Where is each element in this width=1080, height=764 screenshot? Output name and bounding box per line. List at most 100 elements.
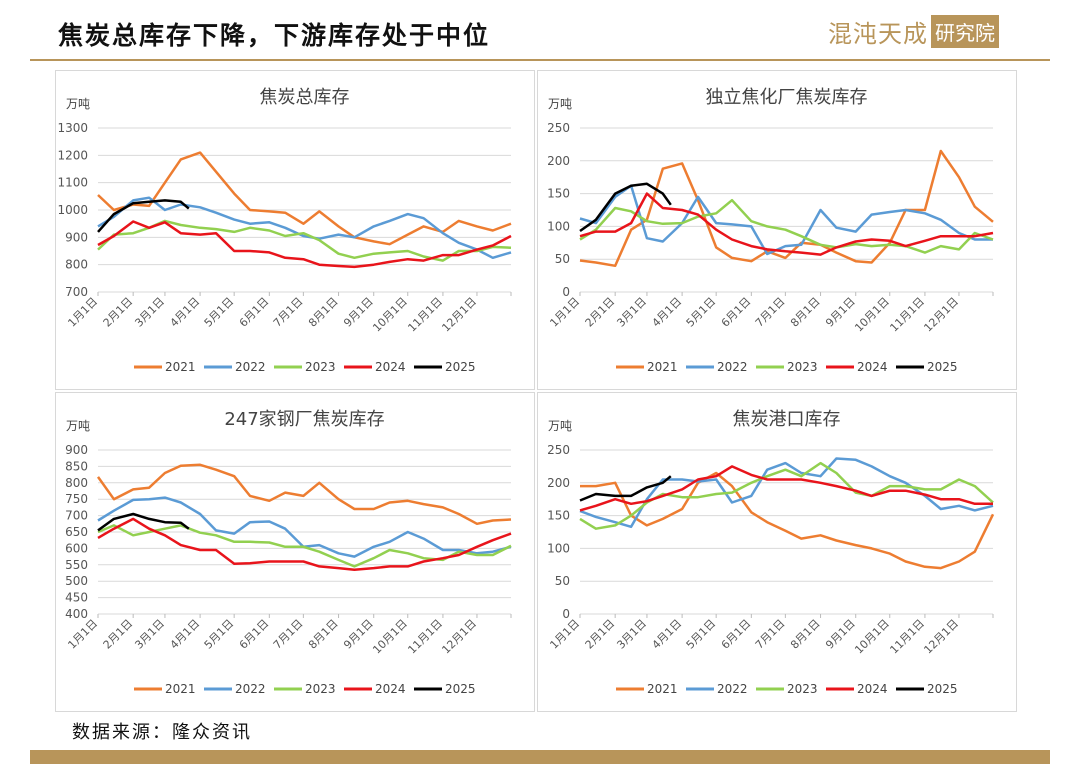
data-source: 数据来源：隆众资讯 bbox=[72, 722, 252, 743]
legend-label: 2025 bbox=[445, 682, 476, 696]
x-tick-label: 4月1日 bbox=[650, 617, 685, 652]
series-line-2024 bbox=[97, 220, 512, 269]
y-tick-label: 150 bbox=[547, 187, 570, 201]
chart-steel-mill: 247家钢厂焦炭库存 万吨 400 450 500 550 600 650 700 750 800 8… bbox=[65, 409, 512, 696]
chart-title: 焦炭港口库存 bbox=[733, 409, 841, 430]
legend-label: 2025 bbox=[927, 360, 958, 374]
series-line-2021 bbox=[96, 463, 512, 526]
series-line-2025 bbox=[97, 512, 190, 532]
x-tick-label: 11月1日 bbox=[887, 295, 927, 335]
chart-panel-port: 焦炭港口库存 万吨 0 50 100 150 200 250 1月1日 2月1日 3月1日 4月1日 5… bbox=[537, 392, 1017, 712]
y-tick-label: 150 bbox=[547, 509, 570, 523]
y-tick-label: 800 bbox=[65, 258, 88, 272]
x-tick-label: 7月1日 bbox=[271, 295, 306, 330]
x-tick-label: 1月1日 bbox=[65, 295, 100, 330]
x-tick-label: 11月1日 bbox=[405, 295, 445, 335]
legend-label: 2022 bbox=[235, 360, 266, 374]
y-tick-label: 1100 bbox=[57, 176, 88, 190]
y-tick-label: 700 bbox=[65, 285, 88, 299]
legend-label: 2024 bbox=[857, 360, 888, 374]
legend-label: 2022 bbox=[717, 360, 748, 374]
x-tick-label: 10月1日 bbox=[852, 295, 892, 335]
chart-panel-total: 焦炭总库存 万吨 700 800 900 1000 1100 1200 1300 1月1日 2月1日… bbox=[55, 70, 535, 390]
y-tick-label: 200 bbox=[547, 476, 570, 490]
legend-label: 2021 bbox=[647, 360, 678, 374]
legend-label: 2024 bbox=[375, 682, 406, 696]
y-tick-label: 50 bbox=[555, 252, 570, 266]
x-tick-label: 12月1日 bbox=[439, 295, 479, 335]
x-tick-label: 1月1日 bbox=[547, 295, 582, 330]
legend-label: 2023 bbox=[787, 360, 818, 374]
x-tick-label: 4月1日 bbox=[168, 617, 203, 652]
y-tick-label: 600 bbox=[65, 541, 88, 555]
x-tick-label: 3月1日 bbox=[132, 295, 167, 330]
y-tick-label: 1300 bbox=[57, 121, 88, 135]
page-title: 焦炭总库存下降，下游库存处于中位 bbox=[58, 21, 491, 50]
x-tick-label: 12月1日 bbox=[921, 295, 961, 335]
x-tick-label: 5月1日 bbox=[202, 295, 237, 330]
series-line-2022 bbox=[97, 196, 512, 260]
x-tick-label: 3月1日 bbox=[614, 617, 649, 652]
x-tick-label: 3月1日 bbox=[614, 295, 649, 330]
brand-logo: 混沌天成 研究院 bbox=[828, 14, 999, 49]
chart-panel-coking-plant: 独立焦化厂焦炭库存 万吨 0 50 100 150 200 250 1月1日 2月1日 3月1日 4月… bbox=[537, 70, 1017, 390]
y-tick-label: 1000 bbox=[57, 203, 88, 217]
logo-badge: 研究院 bbox=[931, 15, 999, 48]
y-tick-label: 550 bbox=[65, 558, 88, 572]
series-line-2025 bbox=[579, 475, 672, 502]
x-tick-label: 10月1日 bbox=[370, 295, 410, 335]
x-tick-label: 7月1日 bbox=[753, 295, 788, 330]
legend-label: 2023 bbox=[305, 682, 336, 696]
x-tick-label: 7月1日 bbox=[753, 617, 788, 652]
y-axis-unit: 万吨 bbox=[66, 97, 90, 111]
legend-label: 2024 bbox=[375, 360, 406, 374]
chart-total: 焦炭总库存 万吨 700 800 900 1000 1100 1200 1300 1月1日 2月1日… bbox=[57, 87, 512, 374]
series-line-2023 bbox=[579, 461, 994, 530]
footer-bar bbox=[30, 750, 1050, 764]
x-tick-label: 4月1日 bbox=[650, 295, 685, 330]
chart-panel-steel-mill: 247家钢厂焦炭库存 万吨 400 450 500 550 600 650 700 750 800 8… bbox=[55, 392, 535, 712]
y-tick-label: 200 bbox=[547, 154, 570, 168]
legend-label: 2021 bbox=[647, 682, 678, 696]
x-tick-label: 1月1日 bbox=[65, 617, 100, 652]
y-axis-unit: 万吨 bbox=[66, 419, 90, 433]
y-tick-label: 900 bbox=[65, 443, 88, 457]
legend-label: 2025 bbox=[927, 682, 958, 696]
chart-title: 247家钢厂焦炭库存 bbox=[224, 409, 384, 430]
x-tick-label: 1月1日 bbox=[547, 617, 582, 652]
series-line-2021 bbox=[579, 149, 994, 268]
series-line-2024 bbox=[579, 465, 993, 512]
series-line-2023 bbox=[97, 524, 512, 568]
x-tick-label: 2月1日 bbox=[583, 295, 618, 330]
x-tick-label: 8月1日 bbox=[306, 617, 341, 652]
y-tick-label: 250 bbox=[547, 443, 570, 457]
legend-label: 2021 bbox=[165, 682, 196, 696]
x-tick-label: 5月1日 bbox=[202, 617, 237, 652]
x-tick-label: 6月1日 bbox=[719, 295, 754, 330]
series-line-2024 bbox=[97, 517, 512, 571]
series-line-2024 bbox=[579, 192, 994, 256]
y-tick-label: 1200 bbox=[57, 148, 88, 162]
series-line-2023 bbox=[579, 198, 994, 254]
legend-label: 2022 bbox=[235, 682, 266, 696]
legend-label: 2024 bbox=[857, 682, 888, 696]
y-tick-label: 0 bbox=[562, 607, 570, 621]
series-line-2021 bbox=[97, 151, 512, 246]
series-line-2021 bbox=[580, 471, 995, 570]
x-tick-label: 8月1日 bbox=[788, 295, 823, 330]
y-tick-label: 500 bbox=[65, 574, 88, 588]
y-tick-label: 250 bbox=[547, 121, 570, 135]
x-tick-label: 5月1日 bbox=[684, 617, 719, 652]
legend-label: 2025 bbox=[445, 360, 476, 374]
y-tick-label: 450 bbox=[65, 591, 88, 605]
y-tick-label: 850 bbox=[65, 459, 88, 473]
series-line-2023 bbox=[97, 219, 512, 262]
y-tick-label: 100 bbox=[547, 219, 570, 233]
y-tick-label: 400 bbox=[65, 607, 88, 621]
x-tick-label: 8月1日 bbox=[306, 295, 341, 330]
x-tick-label: 11月1日 bbox=[887, 617, 927, 657]
header-divider bbox=[30, 59, 1050, 61]
x-tick-label: 6月1日 bbox=[237, 295, 272, 330]
